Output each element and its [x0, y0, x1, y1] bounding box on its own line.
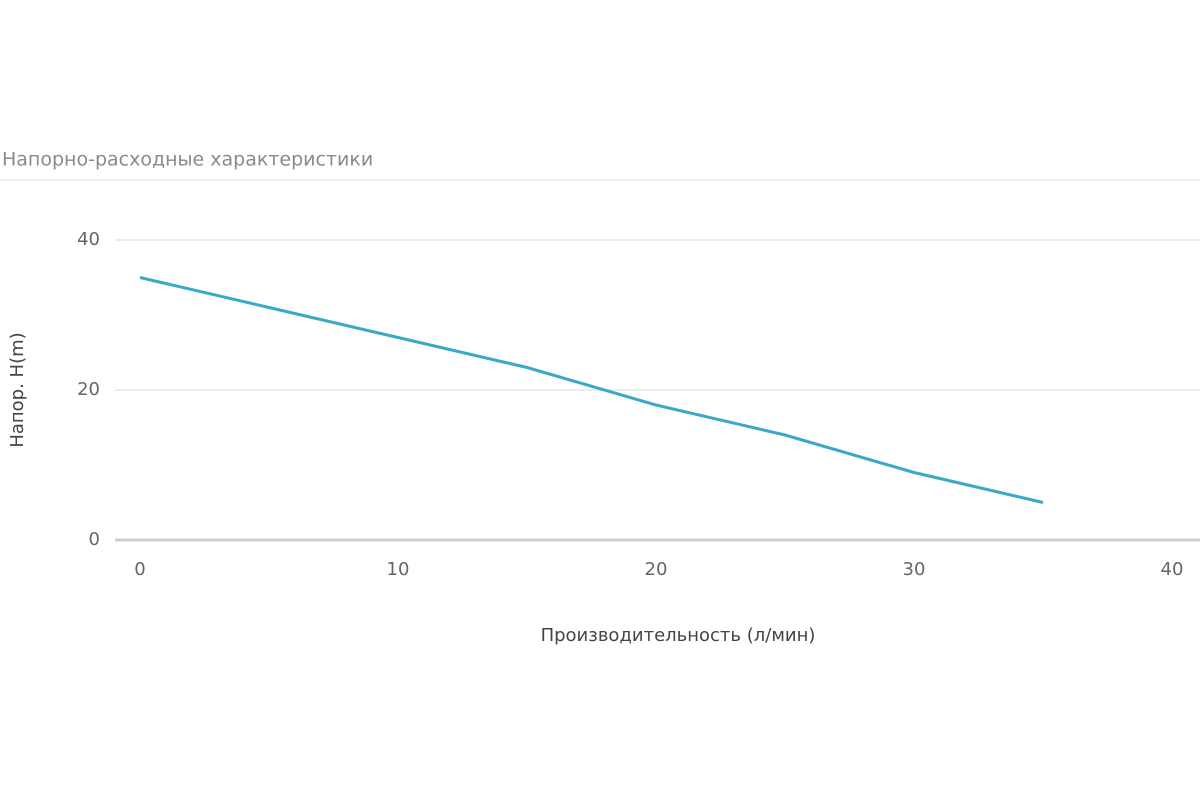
x-tick-label: 30 — [903, 559, 926, 580]
chart-title: Напорно-расходные характеристики — [2, 149, 373, 171]
y-tick-label: 40 — [77, 229, 100, 250]
x-axis-title: Производительность (л/мин) — [541, 625, 816, 646]
x-tick-label: 40 — [1161, 559, 1184, 580]
x-tick-label: 0 — [134, 559, 145, 580]
y-axis-title: Напор. H(m) — [7, 332, 28, 447]
x-tick-label: 20 — [645, 559, 668, 580]
y-tick-label: 20 — [77, 379, 100, 400]
x-tick-label: 10 — [387, 559, 410, 580]
data-line — [139, 276, 1044, 504]
y-tick-label: 0 — [89, 529, 100, 550]
